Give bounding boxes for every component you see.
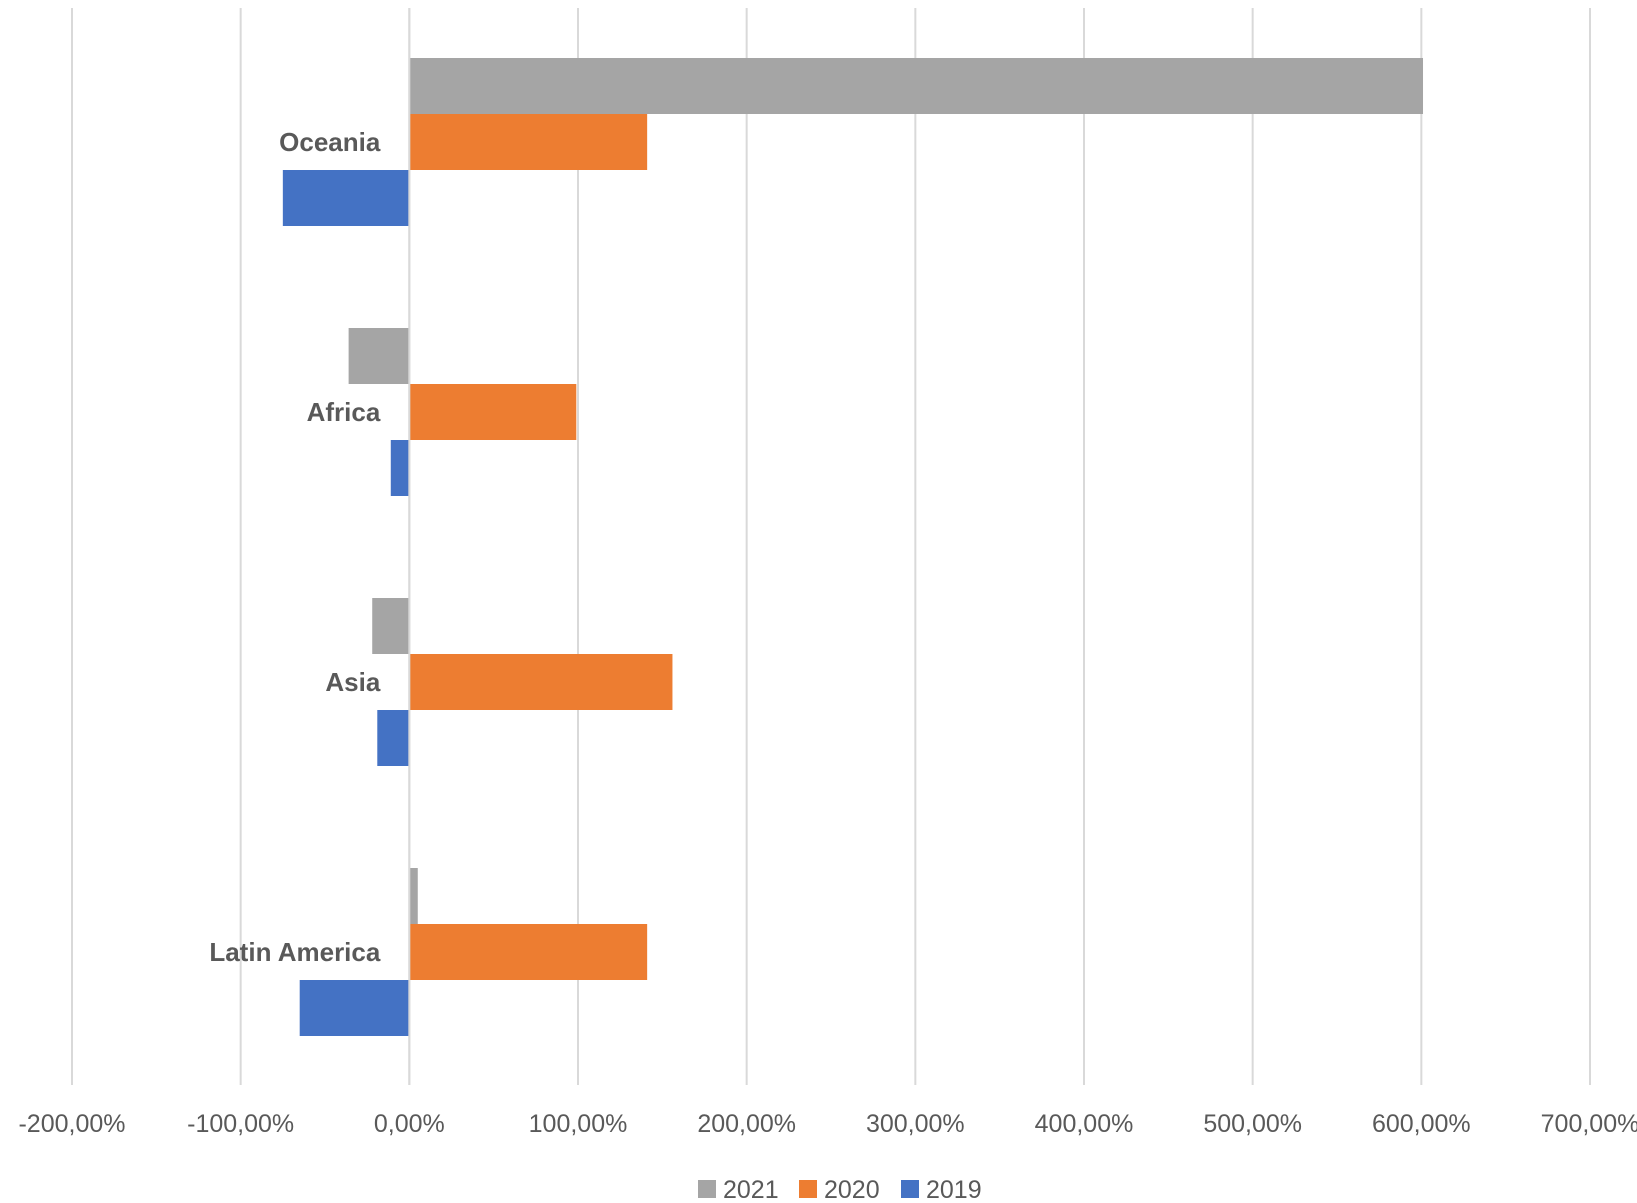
bar-africa-2019	[390, 440, 410, 496]
bar-latin-america-2020	[409, 924, 648, 980]
legend-swatch-2019	[901, 1180, 919, 1198]
x-tick-label-700-00: 700,00%	[1541, 1110, 1637, 1138]
x-tick-label-200-00: -200,00%	[18, 1110, 125, 1138]
x-axis-tick-labels: -200,00% -100,00% 0,00% 100,00% 200,00% 300,0…	[18, 1110, 1637, 1138]
bar-oceania-2019	[282, 170, 410, 226]
legend: 2021 2020 2019	[698, 1176, 982, 1203]
category-label-africa: Africa	[307, 397, 381, 427]
bars	[282, 58, 1424, 1036]
bar-asia-2021	[372, 598, 410, 654]
bar-oceania-2020	[409, 114, 648, 170]
legend-swatch-2020	[799, 1180, 817, 1198]
bar-oceania-2021	[409, 58, 1424, 114]
x-tick-label-400-00: 400,00%	[1035, 1110, 1134, 1138]
bar-latin-america-2019	[299, 980, 410, 1036]
x-tick-label-100-00: -100,00%	[187, 1110, 294, 1138]
legend-label-2020: 2020	[824, 1176, 880, 1203]
legend-swatch-2021	[698, 1180, 716, 1198]
x-tick-label-100-00: 100,00%	[529, 1110, 628, 1138]
x-tick-label-0-00: 0,00%	[374, 1110, 445, 1138]
bar-asia-2020	[409, 654, 673, 710]
bar-africa-2021	[348, 328, 410, 384]
category-label-latin-america: Latin America	[209, 937, 381, 967]
category-labels: Oceania Africa Asia Latin America	[209, 127, 381, 967]
category-label-oceania: Oceania	[279, 127, 381, 157]
legend-label-2021: 2021	[723, 1176, 779, 1203]
x-tick-label-500-00: 500,00%	[1203, 1110, 1302, 1138]
gridlines	[71, 8, 1591, 1085]
bar-latin-america-2021	[409, 868, 418, 924]
x-tick-label-300-00: 300,00%	[866, 1110, 965, 1138]
legend-label-2019: 2019	[926, 1176, 982, 1203]
category-label-asia: Asia	[325, 667, 380, 697]
bar-asia-2019	[377, 710, 410, 766]
bar-africa-2020	[409, 384, 577, 440]
x-tick-label-600-00: 600,00%	[1372, 1110, 1471, 1138]
x-tick-label-200-00: 200,00%	[697, 1110, 796, 1138]
